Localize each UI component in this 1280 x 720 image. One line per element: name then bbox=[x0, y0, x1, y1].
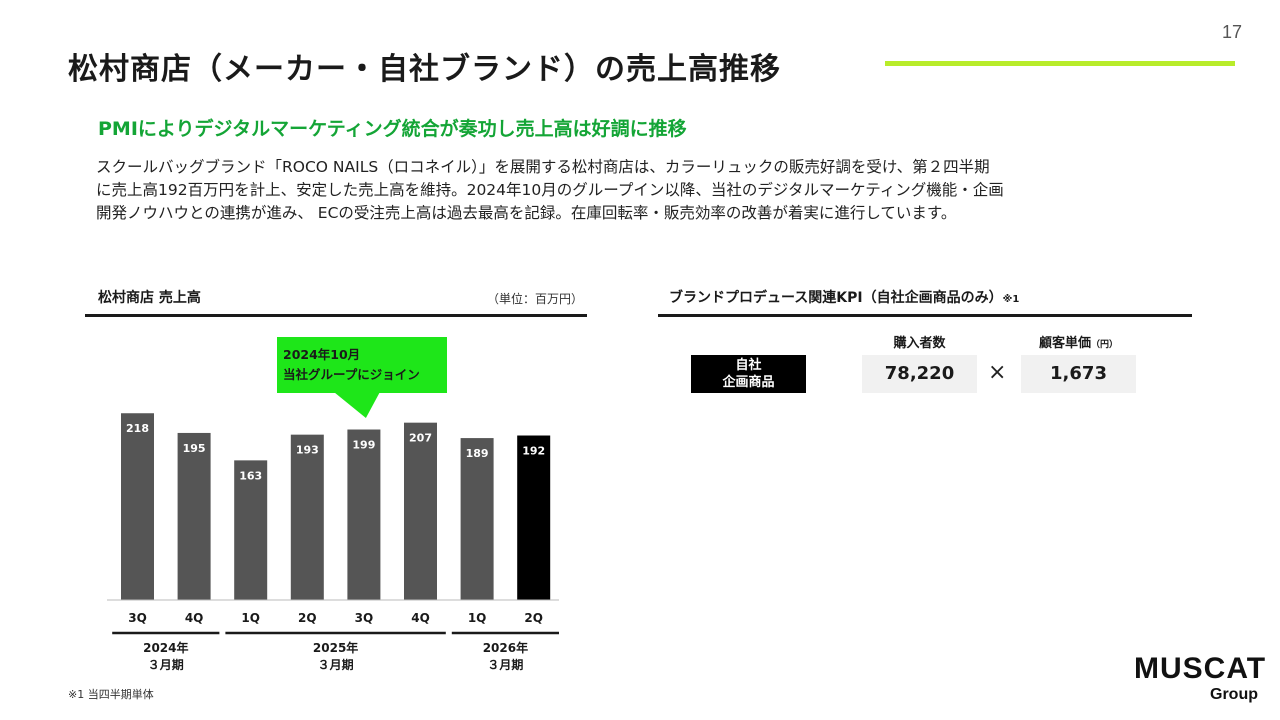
kpi-title-note: ※1 bbox=[1002, 294, 1020, 305]
chart-unit: （単位：百万円） bbox=[487, 292, 584, 306]
chart-title-rule bbox=[85, 314, 587, 317]
year-group-label-1-line-2: ３月期 bbox=[148, 657, 184, 672]
x-tick-label-8: 2Q bbox=[524, 611, 543, 625]
bar-value-label-7: 189 bbox=[466, 447, 489, 460]
bar-7 bbox=[460, 438, 494, 600]
year-group-label-3-line-2: ３月期 bbox=[487, 657, 523, 672]
kpi-unit-price-value: 1,673 bbox=[1021, 355, 1136, 393]
x-tick-label-1: 3Q bbox=[128, 611, 147, 625]
bar-value-label-1: 218 bbox=[126, 422, 149, 435]
year-group-label-3-line-1: 2026年 bbox=[483, 640, 528, 655]
kpi-buyers-header: 購入者数 bbox=[893, 336, 946, 351]
body-line-3: 開発ノウハウとの連携が進み、 ECの受注売上高は過去最高を記録。在庫回転率・販売… bbox=[96, 204, 957, 222]
title-accent-rule bbox=[885, 61, 1235, 66]
kpi-unit-price-header-text: 顧客単価 bbox=[1038, 336, 1091, 351]
year-group-label-2-line-1: 2025年 bbox=[313, 640, 358, 655]
kpi-row-label-line-2: 企画商品 bbox=[722, 375, 775, 390]
kpi-row-label-line-1: 自社 bbox=[735, 358, 762, 373]
x-tick-label-3: 1Q bbox=[241, 611, 260, 625]
x-tick-label-4: 2Q bbox=[298, 611, 317, 625]
x-tick-label-7: 1Q bbox=[468, 611, 487, 625]
bar-2 bbox=[177, 432, 211, 600]
kpi-title: ブランドプロデュース関連KPI（自社企画商品のみ）※1 bbox=[669, 287, 1019, 307]
callout-text-line-1: 2024年10月 bbox=[283, 347, 361, 362]
kpi-buyers-value: 78,220 bbox=[862, 355, 977, 393]
bar-8 bbox=[517, 435, 551, 600]
year-group-label-2-line-2: ３月期 bbox=[318, 657, 354, 672]
callout-pointer bbox=[333, 392, 380, 418]
bar-value-label-8: 192 bbox=[522, 445, 545, 458]
x-tick-label-6: 4Q bbox=[411, 611, 430, 625]
kpi-title-text: ブランドプロデュース関連KPI（自社企画商品のみ） bbox=[669, 290, 1003, 306]
bar-value-label-4: 193 bbox=[296, 444, 319, 457]
bar-value-label-6: 207 bbox=[409, 432, 432, 445]
page-number: 17 bbox=[1221, 22, 1242, 42]
subheading: PMIによりデジタルマーケティング統合が奏功し売上高は好調に推移 bbox=[98, 118, 687, 140]
bar-6 bbox=[404, 422, 437, 600]
multiply-operator: × bbox=[988, 360, 1007, 385]
kpi-unit-price-header: 顧客単価（円） bbox=[1021, 332, 1136, 351]
kpi-row-label: 自社 企画商品 bbox=[691, 355, 806, 393]
x-tick-label-5: 3Q bbox=[355, 611, 374, 625]
bar-5 bbox=[347, 429, 381, 600]
page-title: 松村商店（メーカー・自社ブランド）の売上高推移 bbox=[68, 52, 781, 87]
year-group-label-1-line-1: 2024年 bbox=[143, 640, 188, 655]
logo-sub-text: Group bbox=[1210, 686, 1258, 703]
bar-1 bbox=[121, 413, 154, 600]
kpi-unit-price-unit: （円） bbox=[1091, 340, 1119, 350]
kpi-title-rule bbox=[658, 314, 1192, 317]
body-text: スクールバッグブランド「ROCO NAILS（ロコネイル）」を展開する松村商店は… bbox=[96, 156, 1196, 225]
bar-value-label-3: 163 bbox=[239, 469, 262, 482]
muscat-group-logo: MUSCAT Group bbox=[1134, 652, 1265, 708]
bar-value-label-5: 199 bbox=[352, 439, 375, 452]
callout-box bbox=[277, 337, 447, 393]
body-line-1: スクールバッグブランド「ROCO NAILS（ロコネイル）」を展開する松村商店は… bbox=[96, 158, 990, 176]
logo-main-text: MUSCAT bbox=[1134, 652, 1267, 685]
x-tick-label-2: 4Q bbox=[185, 611, 204, 625]
bar-4 bbox=[290, 434, 324, 600]
chart-title: 松村商店 売上高 bbox=[98, 290, 201, 306]
bar-3 bbox=[234, 460, 268, 600]
bar-value-label-2: 195 bbox=[183, 442, 206, 455]
body-line-2: に売上高192百万円を計上、安定した売上高を維持。2024年10月のグループイン… bbox=[96, 181, 1004, 199]
callout-text-line-2: 当社グループにジョイン bbox=[283, 367, 420, 382]
footnote: ※1 当四半期単体 bbox=[68, 688, 154, 701]
